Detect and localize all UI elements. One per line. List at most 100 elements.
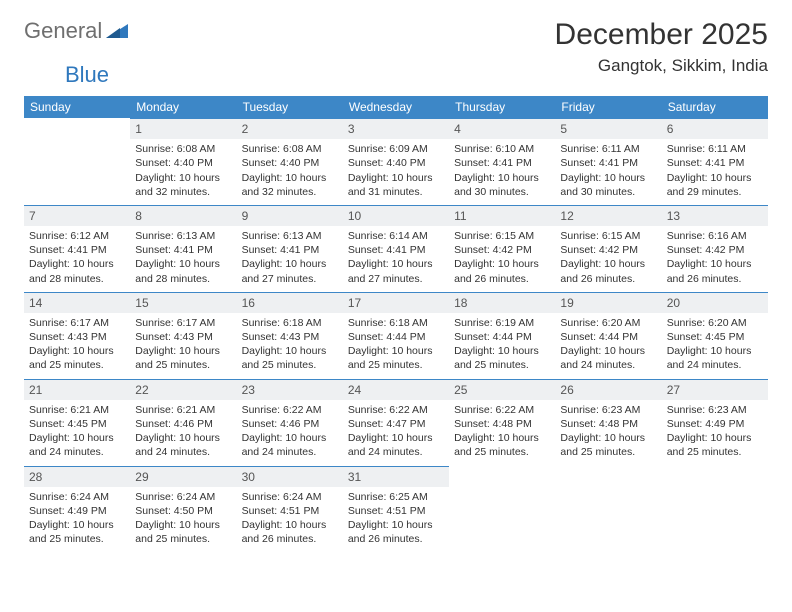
sunset-text: Sunset: 4:42 PM [454, 243, 550, 257]
sunrise-text: Sunrise: 6:09 AM [348, 142, 444, 156]
calendar-day-cell: 19Sunrise: 6:20 AMSunset: 4:44 PMDayligh… [555, 292, 661, 379]
daylight-text: Daylight: 10 hours and 28 minutes. [135, 257, 231, 285]
sunset-text: Sunset: 4:45 PM [29, 417, 125, 431]
calendar-day-cell: 26Sunrise: 6:23 AMSunset: 4:48 PMDayligh… [555, 379, 661, 466]
sunset-text: Sunset: 4:41 PM [667, 156, 763, 170]
daylight-text: Daylight: 10 hours and 32 minutes. [135, 171, 231, 199]
day-number: 8 [130, 205, 236, 226]
sunset-text: Sunset: 4:42 PM [667, 243, 763, 257]
day-number: 19 [555, 292, 661, 313]
sunset-text: Sunset: 4:51 PM [242, 504, 338, 518]
day-body: Sunrise: 6:11 AMSunset: 4:41 PMDaylight:… [555, 139, 661, 205]
day-number: 17 [343, 292, 449, 313]
calendar-day-cell: 5Sunrise: 6:11 AMSunset: 4:41 PMDaylight… [555, 118, 661, 205]
daylight-text: Daylight: 10 hours and 25 minutes. [135, 344, 231, 372]
sunrise-text: Sunrise: 6:21 AM [135, 403, 231, 417]
sunrise-text: Sunrise: 6:22 AM [348, 403, 444, 417]
day-body: Sunrise: 6:15 AMSunset: 4:42 PMDaylight:… [449, 226, 555, 292]
day-header: Friday [555, 96, 661, 118]
sunrise-text: Sunrise: 6:20 AM [667, 316, 763, 330]
calendar-day-cell: 7Sunrise: 6:12 AMSunset: 4:41 PMDaylight… [24, 205, 130, 292]
day-number: 24 [343, 379, 449, 400]
sunrise-text: Sunrise: 6:08 AM [242, 142, 338, 156]
sunset-text: Sunset: 4:44 PM [348, 330, 444, 344]
daylight-text: Daylight: 10 hours and 25 minutes. [454, 431, 550, 459]
calendar-day-cell: 28Sunrise: 6:24 AMSunset: 4:49 PMDayligh… [24, 466, 130, 553]
sunrise-text: Sunrise: 6:24 AM [242, 490, 338, 504]
daylight-text: Daylight: 10 hours and 25 minutes. [348, 344, 444, 372]
logo-text-general: General [24, 18, 102, 44]
calendar-day-cell: 8Sunrise: 6:13 AMSunset: 4:41 PMDaylight… [130, 205, 236, 292]
sunset-text: Sunset: 4:41 PM [242, 243, 338, 257]
calendar-day-cell: 22Sunrise: 6:21 AMSunset: 4:46 PMDayligh… [130, 379, 236, 466]
sunrise-text: Sunrise: 6:13 AM [242, 229, 338, 243]
day-body: Sunrise: 6:21 AMSunset: 4:45 PMDaylight:… [24, 400, 130, 466]
day-number: 13 [662, 205, 768, 226]
calendar-day-cell: 10Sunrise: 6:14 AMSunset: 4:41 PMDayligh… [343, 205, 449, 292]
day-number: 15 [130, 292, 236, 313]
daylight-text: Daylight: 10 hours and 32 minutes. [242, 171, 338, 199]
sunset-text: Sunset: 4:44 PM [560, 330, 656, 344]
day-number: 4 [449, 118, 555, 139]
day-number: 11 [449, 205, 555, 226]
calendar-day-cell: 6Sunrise: 6:11 AMSunset: 4:41 PMDaylight… [662, 118, 768, 205]
day-number: 2 [237, 118, 343, 139]
day-header: Saturday [662, 96, 768, 118]
sunrise-text: Sunrise: 6:08 AM [135, 142, 231, 156]
calendar-day-cell: 20Sunrise: 6:20 AMSunset: 4:45 PMDayligh… [662, 292, 768, 379]
calendar-week-row: 28Sunrise: 6:24 AMSunset: 4:49 PMDayligh… [24, 466, 768, 553]
day-body: Sunrise: 6:09 AMSunset: 4:40 PMDaylight:… [343, 139, 449, 205]
sunset-text: Sunset: 4:46 PM [242, 417, 338, 431]
sunrise-text: Sunrise: 6:23 AM [667, 403, 763, 417]
sunrise-text: Sunrise: 6:16 AM [667, 229, 763, 243]
calendar-day-cell: 30Sunrise: 6:24 AMSunset: 4:51 PMDayligh… [237, 466, 343, 553]
calendar-day-cell [449, 466, 555, 553]
daylight-text: Daylight: 10 hours and 24 minutes. [242, 431, 338, 459]
day-header: Thursday [449, 96, 555, 118]
calendar-day-cell: 11Sunrise: 6:15 AMSunset: 4:42 PMDayligh… [449, 205, 555, 292]
day-number: 23 [237, 379, 343, 400]
calendar-day-cell: 27Sunrise: 6:23 AMSunset: 4:49 PMDayligh… [662, 379, 768, 466]
daylight-text: Daylight: 10 hours and 31 minutes. [348, 171, 444, 199]
sunrise-text: Sunrise: 6:15 AM [560, 229, 656, 243]
calendar-day-cell: 18Sunrise: 6:19 AMSunset: 4:44 PMDayligh… [449, 292, 555, 379]
day-body: Sunrise: 6:24 AMSunset: 4:50 PMDaylight:… [130, 487, 236, 553]
day-header: Sunday [24, 96, 130, 118]
day-number: 28 [24, 466, 130, 487]
calendar-day-cell: 14Sunrise: 6:17 AMSunset: 4:43 PMDayligh… [24, 292, 130, 379]
sunset-text: Sunset: 4:50 PM [135, 504, 231, 518]
sunrise-text: Sunrise: 6:20 AM [560, 316, 656, 330]
month-title: December 2025 [555, 18, 768, 52]
sunrise-text: Sunrise: 6:17 AM [135, 316, 231, 330]
calendar-day-cell: 3Sunrise: 6:09 AMSunset: 4:40 PMDaylight… [343, 118, 449, 205]
day-body: Sunrise: 6:17 AMSunset: 4:43 PMDaylight:… [24, 313, 130, 379]
daylight-text: Daylight: 10 hours and 26 minutes. [560, 257, 656, 285]
sunset-text: Sunset: 4:41 PM [560, 156, 656, 170]
daylight-text: Daylight: 10 hours and 25 minutes. [29, 518, 125, 546]
calendar-week-row: 21Sunrise: 6:21 AMSunset: 4:45 PMDayligh… [24, 379, 768, 466]
calendar-table: Sunday Monday Tuesday Wednesday Thursday… [24, 96, 768, 552]
sunset-text: Sunset: 4:44 PM [454, 330, 550, 344]
day-body: Sunrise: 6:10 AMSunset: 4:41 PMDaylight:… [449, 139, 555, 205]
sunset-text: Sunset: 4:51 PM [348, 504, 444, 518]
calendar-day-cell: 4Sunrise: 6:10 AMSunset: 4:41 PMDaylight… [449, 118, 555, 205]
day-header: Tuesday [237, 96, 343, 118]
calendar-day-cell: 21Sunrise: 6:21 AMSunset: 4:45 PMDayligh… [24, 379, 130, 466]
calendar-day-cell: 25Sunrise: 6:22 AMSunset: 4:48 PMDayligh… [449, 379, 555, 466]
logo-triangle-icon [106, 20, 128, 43]
daylight-text: Daylight: 10 hours and 27 minutes. [242, 257, 338, 285]
logo: General [24, 18, 132, 44]
day-body: Sunrise: 6:08 AMSunset: 4:40 PMDaylight:… [130, 139, 236, 205]
daylight-text: Daylight: 10 hours and 27 minutes. [348, 257, 444, 285]
day-body: Sunrise: 6:15 AMSunset: 4:42 PMDaylight:… [555, 226, 661, 292]
logo-text-blue: Blue [65, 62, 109, 87]
sunset-text: Sunset: 4:46 PM [135, 417, 231, 431]
sunrise-text: Sunrise: 6:13 AM [135, 229, 231, 243]
sunset-text: Sunset: 4:49 PM [667, 417, 763, 431]
calendar-week-row: 7Sunrise: 6:12 AMSunset: 4:41 PMDaylight… [24, 205, 768, 292]
day-number: 27 [662, 379, 768, 400]
sunrise-text: Sunrise: 6:21 AM [29, 403, 125, 417]
sunrise-text: Sunrise: 6:14 AM [348, 229, 444, 243]
day-number: 10 [343, 205, 449, 226]
day-number: 14 [24, 292, 130, 313]
